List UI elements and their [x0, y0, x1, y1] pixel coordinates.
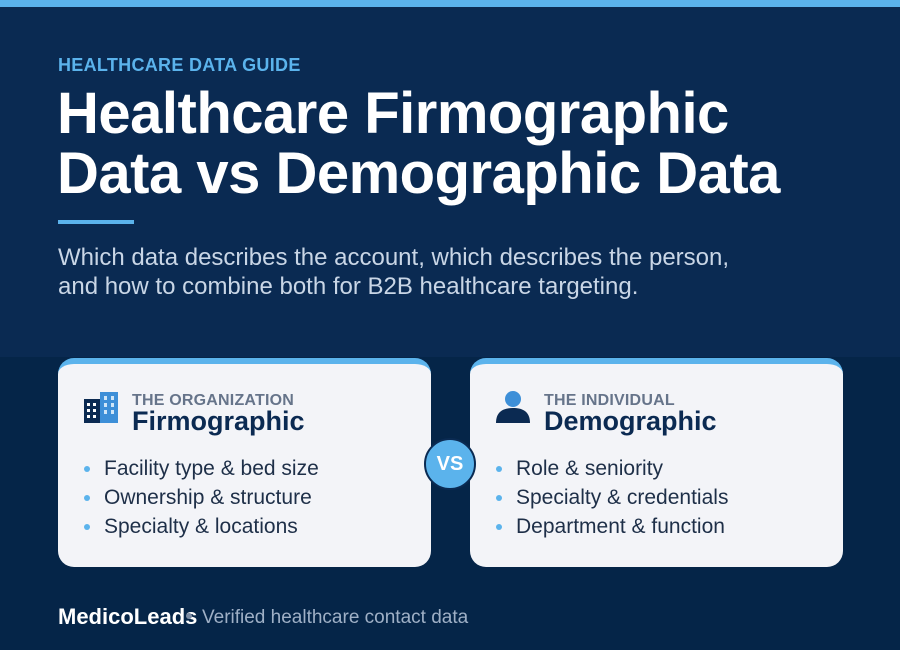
card-heading: Firmographic	[132, 406, 305, 436]
list-item: Department & function	[496, 512, 728, 541]
title-line-2: Data vs Demographic Data	[57, 141, 780, 206]
feature-list: Role & seniority Specialty & credentials…	[496, 454, 728, 541]
subtitle: Which data describes the account, which …	[58, 243, 858, 301]
page-title: Healthcare Firmographic Data vs Demograp…	[57, 84, 877, 204]
bullet-icon	[496, 523, 502, 530]
card-kicker: THE INDIVIDUAL	[544, 392, 675, 409]
card-kicker: THE ORGANIZATION	[132, 392, 295, 409]
person-icon	[494, 389, 532, 423]
title-underline	[58, 220, 134, 224]
list-item-label: Department & function	[516, 514, 725, 538]
building-icon	[82, 389, 120, 423]
separator-dot	[186, 613, 192, 619]
card-heading: Demographic	[544, 406, 717, 436]
list-item-label: Role & seniority	[516, 456, 664, 480]
list-item: Facility type & bed size	[84, 454, 319, 483]
bullet-icon	[84, 465, 90, 472]
top-accent-stripe	[0, 0, 900, 7]
bullet-icon	[84, 523, 90, 530]
bullet-icon	[84, 494, 90, 501]
list-item: Role & seniority	[496, 454, 728, 483]
firmographic-card: THE ORGANIZATION Firmographic Facility t…	[58, 358, 431, 567]
bullet-icon	[496, 465, 502, 472]
list-item: Ownership & structure	[84, 483, 319, 512]
eyebrow-label: HEALTHCARE DATA GUIDE	[58, 55, 301, 75]
list-item: Specialty & credentials	[496, 483, 728, 512]
list-item-label: Facility type & bed size	[104, 456, 319, 480]
list-item-label: Ownership & structure	[104, 485, 312, 509]
title-line-1: Healthcare Firmographic	[57, 81, 729, 146]
bullet-icon	[496, 494, 502, 501]
subtitle-line-2: and how to combine both for B2B healthca…	[58, 273, 639, 300]
list-item-label: Specialty & credentials	[516, 485, 729, 509]
demographic-card: THE INDIVIDUAL Demographic Role & senior…	[470, 358, 843, 567]
list-item: Specialty & locations	[84, 512, 319, 541]
feature-list: Facility type & bed size Ownership & str…	[84, 454, 319, 541]
list-item-label: Specialty & locations	[104, 514, 298, 538]
subtitle-line-1: Which data describes the account, which …	[58, 244, 730, 271]
hero-section	[0, 7, 900, 357]
footer-tagline: Verified healthcare contact data	[202, 607, 469, 628]
brand-logo-text: MedicoLeads	[58, 604, 198, 629]
vs-badge: VS	[424, 438, 476, 490]
